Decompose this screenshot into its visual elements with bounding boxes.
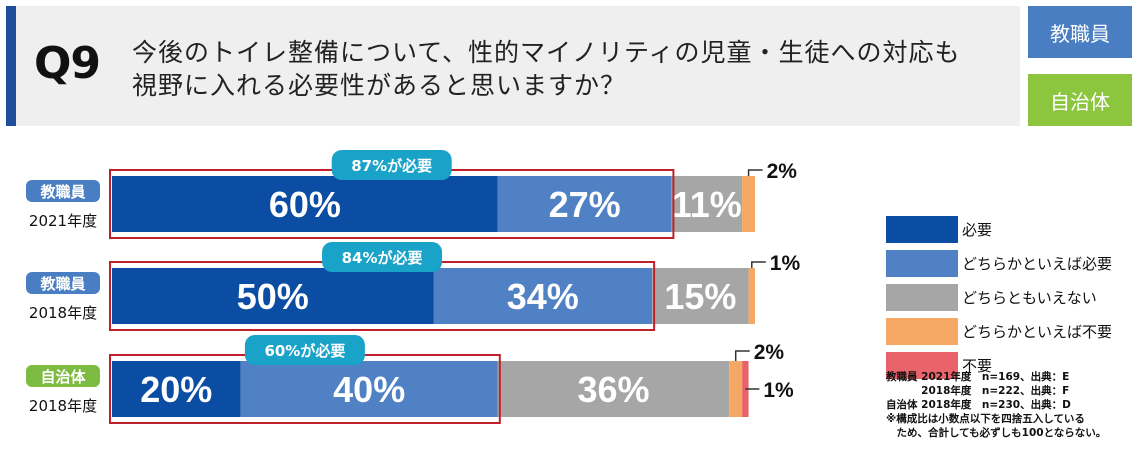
legend-item-somewhat-need: どちらかといえば必要 (886, 250, 1112, 277)
header-accent-bar (6, 6, 16, 126)
category-group-pill (26, 272, 100, 294)
data-label-callout: 1% (770, 252, 801, 275)
legend-swatch-unneeded (886, 352, 958, 379)
category-year-label: 2021年度 (29, 212, 97, 230)
category-group-pill (26, 180, 100, 202)
data-label: 27% (549, 184, 621, 225)
category-group-label: 自治体 (40, 368, 86, 386)
necessity-badge-label: 84%が必要 (342, 249, 423, 267)
data-label: 50% (237, 276, 309, 317)
bar-segment-neither (652, 268, 749, 324)
data-label-callout: 1% (763, 379, 794, 402)
legend-swatch-somewhat-need (886, 250, 958, 277)
bar-segment-somewhat-unneeded (748, 268, 755, 324)
bar-segment-somewhat-unneeded (729, 361, 743, 417)
data-label-callout: 2% (754, 341, 785, 364)
bar-segment-somewhat-need (497, 176, 672, 232)
data-label: 34% (507, 276, 579, 317)
question-line-2: 視野に入れる必要性があると思いますか？ (132, 71, 627, 100)
question-number: Q9 (34, 38, 101, 89)
legend-item-neither: どちらともいえない (886, 284, 1112, 311)
legend-label-somewhat-unneeded: どちらかといえば不要 (962, 323, 1113, 341)
category-year-label: 2018年度 (29, 397, 97, 415)
question-line-1: 今後のトイレ整備について、性的マイノリティの児童・生徒への対応も (132, 38, 961, 67)
category-group-label: 教職員 (39, 275, 85, 293)
bar-segment-need (112, 268, 434, 324)
bar-segment-somewhat-unneeded (742, 176, 755, 232)
bar-segment-need (112, 361, 241, 417)
callout-leader (734, 350, 750, 361)
note-line: 2018年度 n=222、出典：F (886, 385, 1070, 397)
bar-segment-neither (497, 361, 730, 417)
data-label: 20% (140, 369, 212, 410)
bar-segment-somewhat-need (433, 268, 653, 324)
legend-swatch-need (886, 216, 958, 243)
data-label: 11% (672, 184, 742, 225)
legend-swatch-somewhat-unneeded (886, 318, 958, 345)
question-header (6, 6, 1020, 126)
legend-item-somewhat-unneeded: どちらかといえば不要 (886, 318, 1112, 345)
legend-label-neither: どちらともいえない (962, 289, 1097, 307)
necessity-badge-label: 87%が必要 (351, 157, 432, 175)
callout-leader (751, 261, 766, 268)
question-text: 今後のトイレ整備について、性的マイノリティの児童・生徒への対応も 視野に入れる必… (132, 36, 992, 102)
category-year-label: 2018年度 (29, 304, 97, 322)
note-line: ため、合計しても必ずしも100とならない。 (886, 427, 1107, 439)
necessity-badge (322, 242, 443, 272)
legend: 必要 どちらかといえば必要 どちらともいえない どちらかといえば不要 不要 (886, 216, 1112, 386)
data-label: 40% (333, 369, 405, 410)
legend-label-unneeded: 不要 (962, 357, 993, 375)
callout-leader (747, 169, 763, 176)
legend-label-somewhat-need: どちらかといえば必要 (962, 255, 1113, 273)
category-group-label: 教職員 (39, 183, 85, 201)
bar-segment-somewhat-need (240, 361, 498, 417)
necessity-badge (244, 335, 365, 365)
tag-teacher: 教職員 (1028, 6, 1132, 58)
legend-label-need: 必要 (962, 221, 993, 239)
note-line: 教職員 2021年度 n=169、出典：E (886, 371, 1070, 383)
data-label: 15% (664, 276, 736, 317)
data-label-callout: 2% (767, 160, 798, 183)
note-line: 自治体 2018年度 n=230、出典：D (886, 399, 1071, 411)
data-label: 36% (578, 369, 650, 410)
tag-gov: 自治体 (1028, 74, 1132, 126)
necessity-badge (331, 150, 452, 180)
bar-segment-need (112, 176, 498, 232)
legend-item-unneeded: 不要 (886, 352, 1112, 379)
category-group-pill (26, 365, 100, 387)
note-line: ※構成比は小数点以下を四捨五入している (886, 413, 1085, 425)
legend-item-need: 必要 (886, 216, 1112, 243)
bar-segment-neither (671, 176, 743, 232)
chart-notes: 教職員 2021年度 n=169、出典：E 2018年度 n=222、出典：F … (886, 370, 1106, 440)
data-label: 60% (269, 184, 341, 225)
legend-swatch-neither (886, 284, 958, 311)
necessity-badge-label: 60%が必要 (264, 342, 345, 360)
